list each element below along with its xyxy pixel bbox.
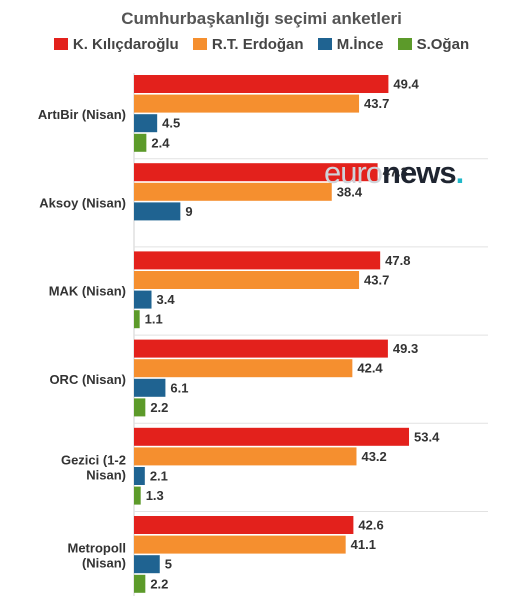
- euronews-watermark: euronews.: [324, 155, 465, 191]
- bar-4: [134, 486, 141, 505]
- legend-item-ince: M.İnce: [317, 36, 384, 53]
- bar-1: [134, 427, 410, 446]
- data-label: 49.3: [393, 341, 418, 356]
- legend-item-kilicdaroglu: K. Kılıçdaroğlu: [53, 36, 179, 53]
- data-label: 53.4: [414, 429, 440, 444]
- category-label: (Nisan): [82, 556, 126, 571]
- data-label: 6.1: [170, 380, 188, 395]
- legend-item-ogan: S.Oğan: [397, 36, 470, 53]
- category-label: Gezici (1-2: [61, 453, 126, 468]
- bar-4: [134, 574, 146, 593]
- legend-label-kilicdaroglu: K. Kılıçdaroğlu: [72, 36, 179, 53]
- data-label: 42.6: [358, 518, 383, 533]
- data-label: 9: [185, 204, 192, 219]
- legend-swatch-erdogan: [192, 38, 207, 50]
- bar-3: [134, 555, 160, 574]
- legend-swatch-kilicdaroglu: [53, 38, 68, 50]
- category-label: ArtıBir (Nisan): [38, 107, 126, 122]
- legend-swatch-ogan: [397, 38, 412, 50]
- data-label: 47.3: [383, 165, 408, 180]
- bar-4: [134, 133, 147, 152]
- data-label: 43.7: [364, 96, 389, 111]
- legend-label-ince: M.İnce: [336, 36, 384, 53]
- data-label: 49.4: [393, 77, 419, 92]
- bar-1: [134, 75, 389, 93]
- bar-3: [134, 378, 166, 397]
- bar-1: [134, 339, 388, 358]
- bar-3: [134, 290, 152, 309]
- legend-item-erdogan: R.T. Erdoğan: [192, 36, 304, 53]
- bar-4: [134, 310, 140, 329]
- data-label: 2.2: [150, 576, 168, 591]
- bar-2: [134, 94, 360, 113]
- chart-legend: K. Kılıçdaroğlu R.T. Erdoğan M.İnce S.Oğ…: [0, 36, 523, 53]
- bar-1: [134, 251, 381, 270]
- category-label: ORC (Nisan): [49, 372, 126, 387]
- legend-label-ogan: S.Oğan: [416, 36, 470, 53]
- bar-3: [134, 467, 145, 485]
- bar-4: [134, 398, 146, 417]
- legend-label-erdogan: R.T. Erdoğan: [211, 36, 304, 53]
- bar-1: [134, 516, 354, 534]
- data-label: 47.8: [385, 253, 410, 268]
- data-label: 38.4: [337, 184, 363, 199]
- bar-2: [134, 535, 346, 554]
- data-label: 1.3: [146, 488, 164, 503]
- category-label: MAK (Nisan): [49, 284, 126, 299]
- data-label: 43.7: [364, 273, 389, 288]
- data-label: 3.4: [157, 292, 176, 307]
- category-label: Aksoy (Nisan): [39, 195, 126, 210]
- legend-swatch-ince: [317, 38, 332, 50]
- bar-1: [134, 163, 378, 182]
- chart-title: Cumhurbaşkanlığı seçimi anketleri: [121, 9, 402, 28]
- data-label: 43.2: [361, 449, 386, 464]
- bar-2: [134, 447, 357, 466]
- watermark-dot: .: [455, 155, 465, 190]
- data-label: 4.5: [162, 116, 180, 131]
- bar-2: [134, 271, 360, 289]
- data-label: 41.1: [351, 537, 376, 552]
- watermark-euro: euro: [324, 155, 383, 190]
- bar-3: [134, 114, 158, 133]
- data-label: 2.2: [150, 400, 168, 415]
- watermark-news: news: [382, 155, 457, 190]
- data-label: 2.1: [150, 469, 168, 484]
- category-label: Metropoll: [68, 541, 127, 556]
- category-label: Nisan): [86, 468, 126, 483]
- bar-2: [134, 182, 332, 201]
- data-label: 1.1: [145, 312, 163, 327]
- bar-2: [134, 359, 353, 378]
- data-label: 42.4: [357, 361, 383, 376]
- data-label: 5: [165, 557, 172, 572]
- bar-3: [134, 202, 181, 221]
- data-label: 2.4: [151, 135, 170, 150]
